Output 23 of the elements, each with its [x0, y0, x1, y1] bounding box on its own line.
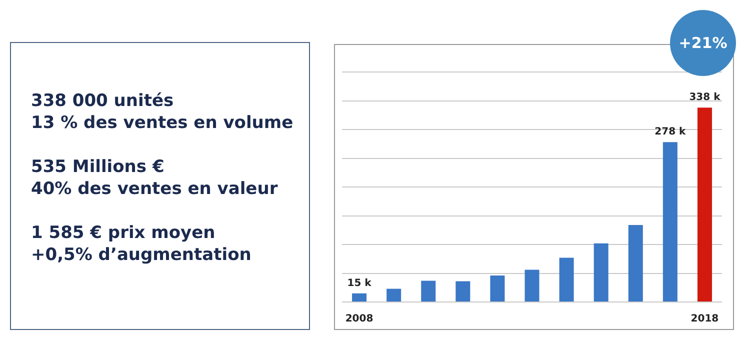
bar	[490, 276, 505, 302]
x-tick-label: 2018	[690, 314, 719, 325]
text: 40% des ventes en valeur	[31, 179, 279, 199]
text: +0,5% d’augmentation	[31, 245, 252, 265]
data-label: 338 k	[689, 92, 721, 104]
text: 13 % des ventes en volume	[31, 113, 294, 133]
text: 338 000 unités	[31, 91, 175, 111]
bar	[697, 108, 712, 302]
data-label: 278 k	[654, 126, 686, 138]
bar	[386, 288, 402, 302]
bar	[524, 270, 540, 302]
text: 1 585 € prix moyen	[31, 223, 216, 243]
bar	[456, 281, 470, 302]
bar	[594, 243, 608, 302]
bar	[421, 280, 436, 302]
bar	[559, 258, 574, 302]
bar	[662, 142, 678, 302]
data-label: 15 k	[347, 278, 372, 289]
bar	[628, 224, 643, 302]
text: 535 Millions €	[31, 157, 166, 177]
x-tick-label: 2008	[345, 314, 374, 325]
bar	[352, 293, 367, 302]
circle-badge: +21%	[670, 10, 736, 76]
